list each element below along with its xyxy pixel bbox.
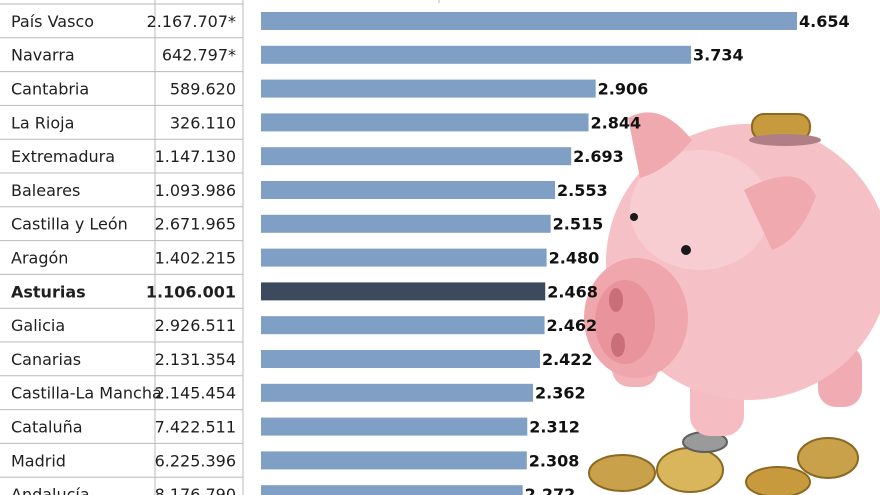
bar — [261, 248, 547, 267]
bar — [261, 451, 527, 470]
chart-rows: País Vasco 2.167.707* Navarra 642.797* Canta… — [11, 12, 797, 495]
region-label: Asturias — [11, 282, 86, 301]
region-label: Extremadura — [11, 147, 115, 166]
bar — [261, 79, 596, 98]
value-label: 2.515 — [553, 215, 604, 234]
region-label: Cantabria — [11, 80, 89, 99]
region-label: Canarias — [11, 350, 81, 369]
piggy-bank-icon — [584, 112, 880, 495]
coin-icon — [745, 466, 811, 495]
bar — [261, 113, 589, 132]
population-label: 326.110 — [170, 113, 236, 132]
population-label: 2.167.707* — [147, 12, 236, 31]
value-label: 2.906 — [598, 80, 649, 99]
bar — [261, 214, 551, 233]
value-label: 2.468 — [547, 282, 598, 301]
bar — [261, 12, 797, 30]
bar — [261, 147, 572, 166]
bar — [261, 316, 545, 335]
value-label: 2.308 — [529, 451, 580, 470]
bar — [261, 45, 692, 64]
region-label: Madrid — [11, 451, 66, 470]
region-label: Cataluña — [11, 418, 83, 437]
bar — [261, 350, 540, 368]
bar — [261, 383, 534, 402]
population-label: 6.225.396 — [155, 451, 236, 470]
population-label: 1.402.215 — [155, 249, 236, 268]
region-label: La Rioja — [11, 113, 74, 132]
bar — [261, 417, 528, 436]
value-label: 2.693 — [573, 147, 624, 166]
population-label: 2.671.965 — [155, 215, 236, 234]
value-label: 2.553 — [557, 181, 608, 200]
value-labels: 4.654 3.734 2.906 2.844 2.693 2.553 2.515 2.480… — [525, 12, 850, 495]
coin-icon — [656, 447, 724, 493]
population-label: 2.131.354 — [155, 350, 236, 369]
population-label: 1.106.001 — [146, 282, 236, 301]
value-label: 2.272 — [525, 485, 576, 495]
population-label: 1.093.986 — [155, 181, 236, 200]
value-label: 4.654 — [799, 12, 850, 31]
region-label: Navarra — [11, 46, 75, 65]
population-label: 2.145.454 — [155, 384, 236, 403]
region-label: Baleares — [11, 181, 80, 200]
population-label: 589.620 — [170, 80, 236, 99]
bar — [261, 282, 546, 301]
region-label: Castilla-La Mancha — [11, 384, 162, 403]
region-label: País Vasco — [11, 12, 94, 31]
population-label: 8.176.790 — [155, 485, 236, 495]
population-label: 1.147.130 — [155, 147, 236, 166]
value-label: 2.422 — [542, 350, 593, 369]
region-label: Aragón — [11, 249, 68, 268]
bar — [261, 485, 523, 495]
coin-icon — [797, 437, 859, 479]
value-label: 2.480 — [549, 249, 600, 268]
coin-icon — [588, 454, 656, 492]
value-label: 2.844 — [591, 113, 642, 132]
population-label: 2.926.511 — [155, 316, 236, 335]
region-label: Andalucía — [11, 485, 90, 495]
bar — [261, 181, 556, 199]
value-label: 3.734 — [693, 46, 744, 65]
table-grid — [0, 0, 440, 495]
population-label: 7.422.511 — [155, 418, 236, 437]
population-label: 642.797* — [162, 46, 236, 65]
region-label: Castilla y León — [11, 215, 128, 234]
region-label: Galicia — [11, 316, 65, 335]
value-label: 2.312 — [529, 418, 580, 437]
value-label: 2.362 — [535, 384, 586, 403]
value-label: 2.462 — [547, 316, 598, 335]
